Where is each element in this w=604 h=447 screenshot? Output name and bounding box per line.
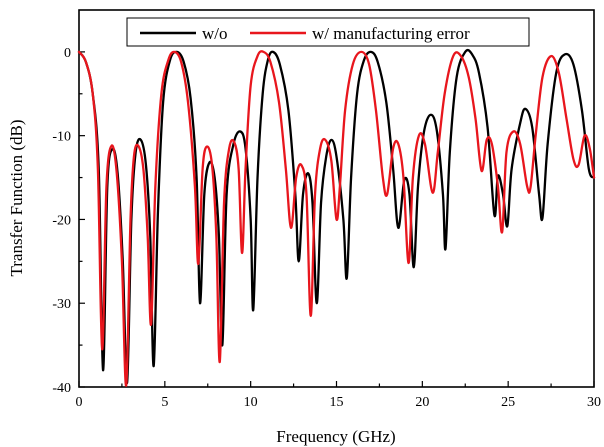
legend-label-wo: w/o bbox=[202, 24, 228, 43]
y-tick-label: 0 bbox=[64, 46, 71, 61]
x-tick-labels: 0 5 10 15 20 25 30 bbox=[76, 395, 602, 410]
x-tick-label: 25 bbox=[501, 395, 515, 410]
x-tick-label: 0 bbox=[76, 395, 83, 410]
plot-area bbox=[78, 9, 595, 388]
y-tick-label: -40 bbox=[52, 381, 71, 396]
legend: w/o w/ manufacturing error bbox=[126, 17, 530, 47]
y-tick-label: -10 bbox=[52, 130, 71, 145]
x-tick-label: 15 bbox=[330, 395, 344, 410]
y-tick-label: -20 bbox=[52, 213, 71, 228]
legend-label-error: w/ manufacturing error bbox=[312, 24, 470, 43]
series-line-manufacturing-error bbox=[77, 50, 596, 387]
tick-marks bbox=[78, 51, 595, 388]
x-tick-label: 20 bbox=[415, 395, 429, 410]
series-line-wo bbox=[77, 48, 596, 384]
x-tick-label: 5 bbox=[161, 395, 168, 410]
x-tick-label: 30 bbox=[587, 395, 601, 410]
x-tick-label: 10 bbox=[244, 395, 258, 410]
series-lines bbox=[77, 48, 596, 387]
y-axis-title: Transfer Function (dB) bbox=[7, 119, 26, 276]
y-tick-labels: 0 -10 -20 -30 -40 bbox=[52, 46, 71, 396]
y-tick-label: -30 bbox=[52, 297, 71, 312]
x-axis-title: Frequency (GHz) bbox=[276, 427, 395, 446]
